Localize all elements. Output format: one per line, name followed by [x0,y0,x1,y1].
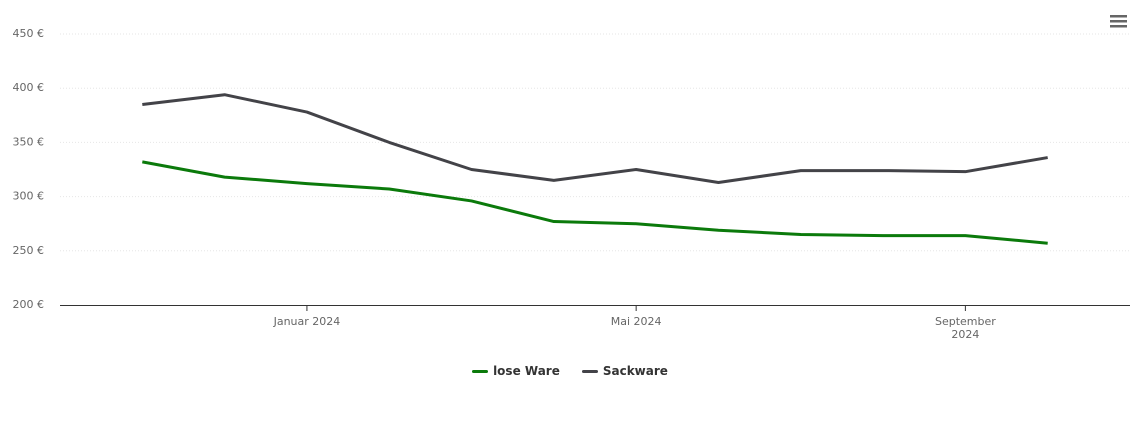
y-tick-label: 450 € [13,27,45,40]
x-tick-label: September 2024 [934,315,996,341]
legend-item[interactable]: lose Ware [472,364,560,378]
x-tick-label: Januar 2024 [273,315,341,328]
series-line [142,160,1048,245]
y-tick-label: 250 € [13,244,45,257]
legend-label: lose Ware [493,364,560,378]
y-tick-label: 200 € [13,298,45,311]
legend-item[interactable]: Sackware [581,364,668,378]
y-tick-label: 350 € [13,135,45,148]
legend-swatch [472,369,489,373]
y-tick-label: 400 € [13,81,45,94]
x-tick-label: Mai 2024 [610,315,662,328]
legend-label: Sackware [602,364,668,378]
legend: lose Ware Sackware [0,364,1140,378]
menu-icon[interactable] [1110,15,1127,28]
legend-swatch [581,369,598,373]
series-line [142,93,1048,185]
y-tick-label: 300 € [13,190,45,203]
